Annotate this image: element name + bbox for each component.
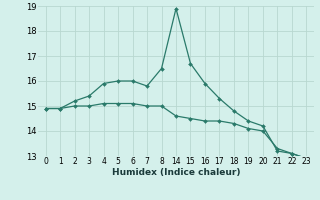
X-axis label: Humidex (Indice chaleur): Humidex (Indice chaleur) xyxy=(112,168,240,177)
